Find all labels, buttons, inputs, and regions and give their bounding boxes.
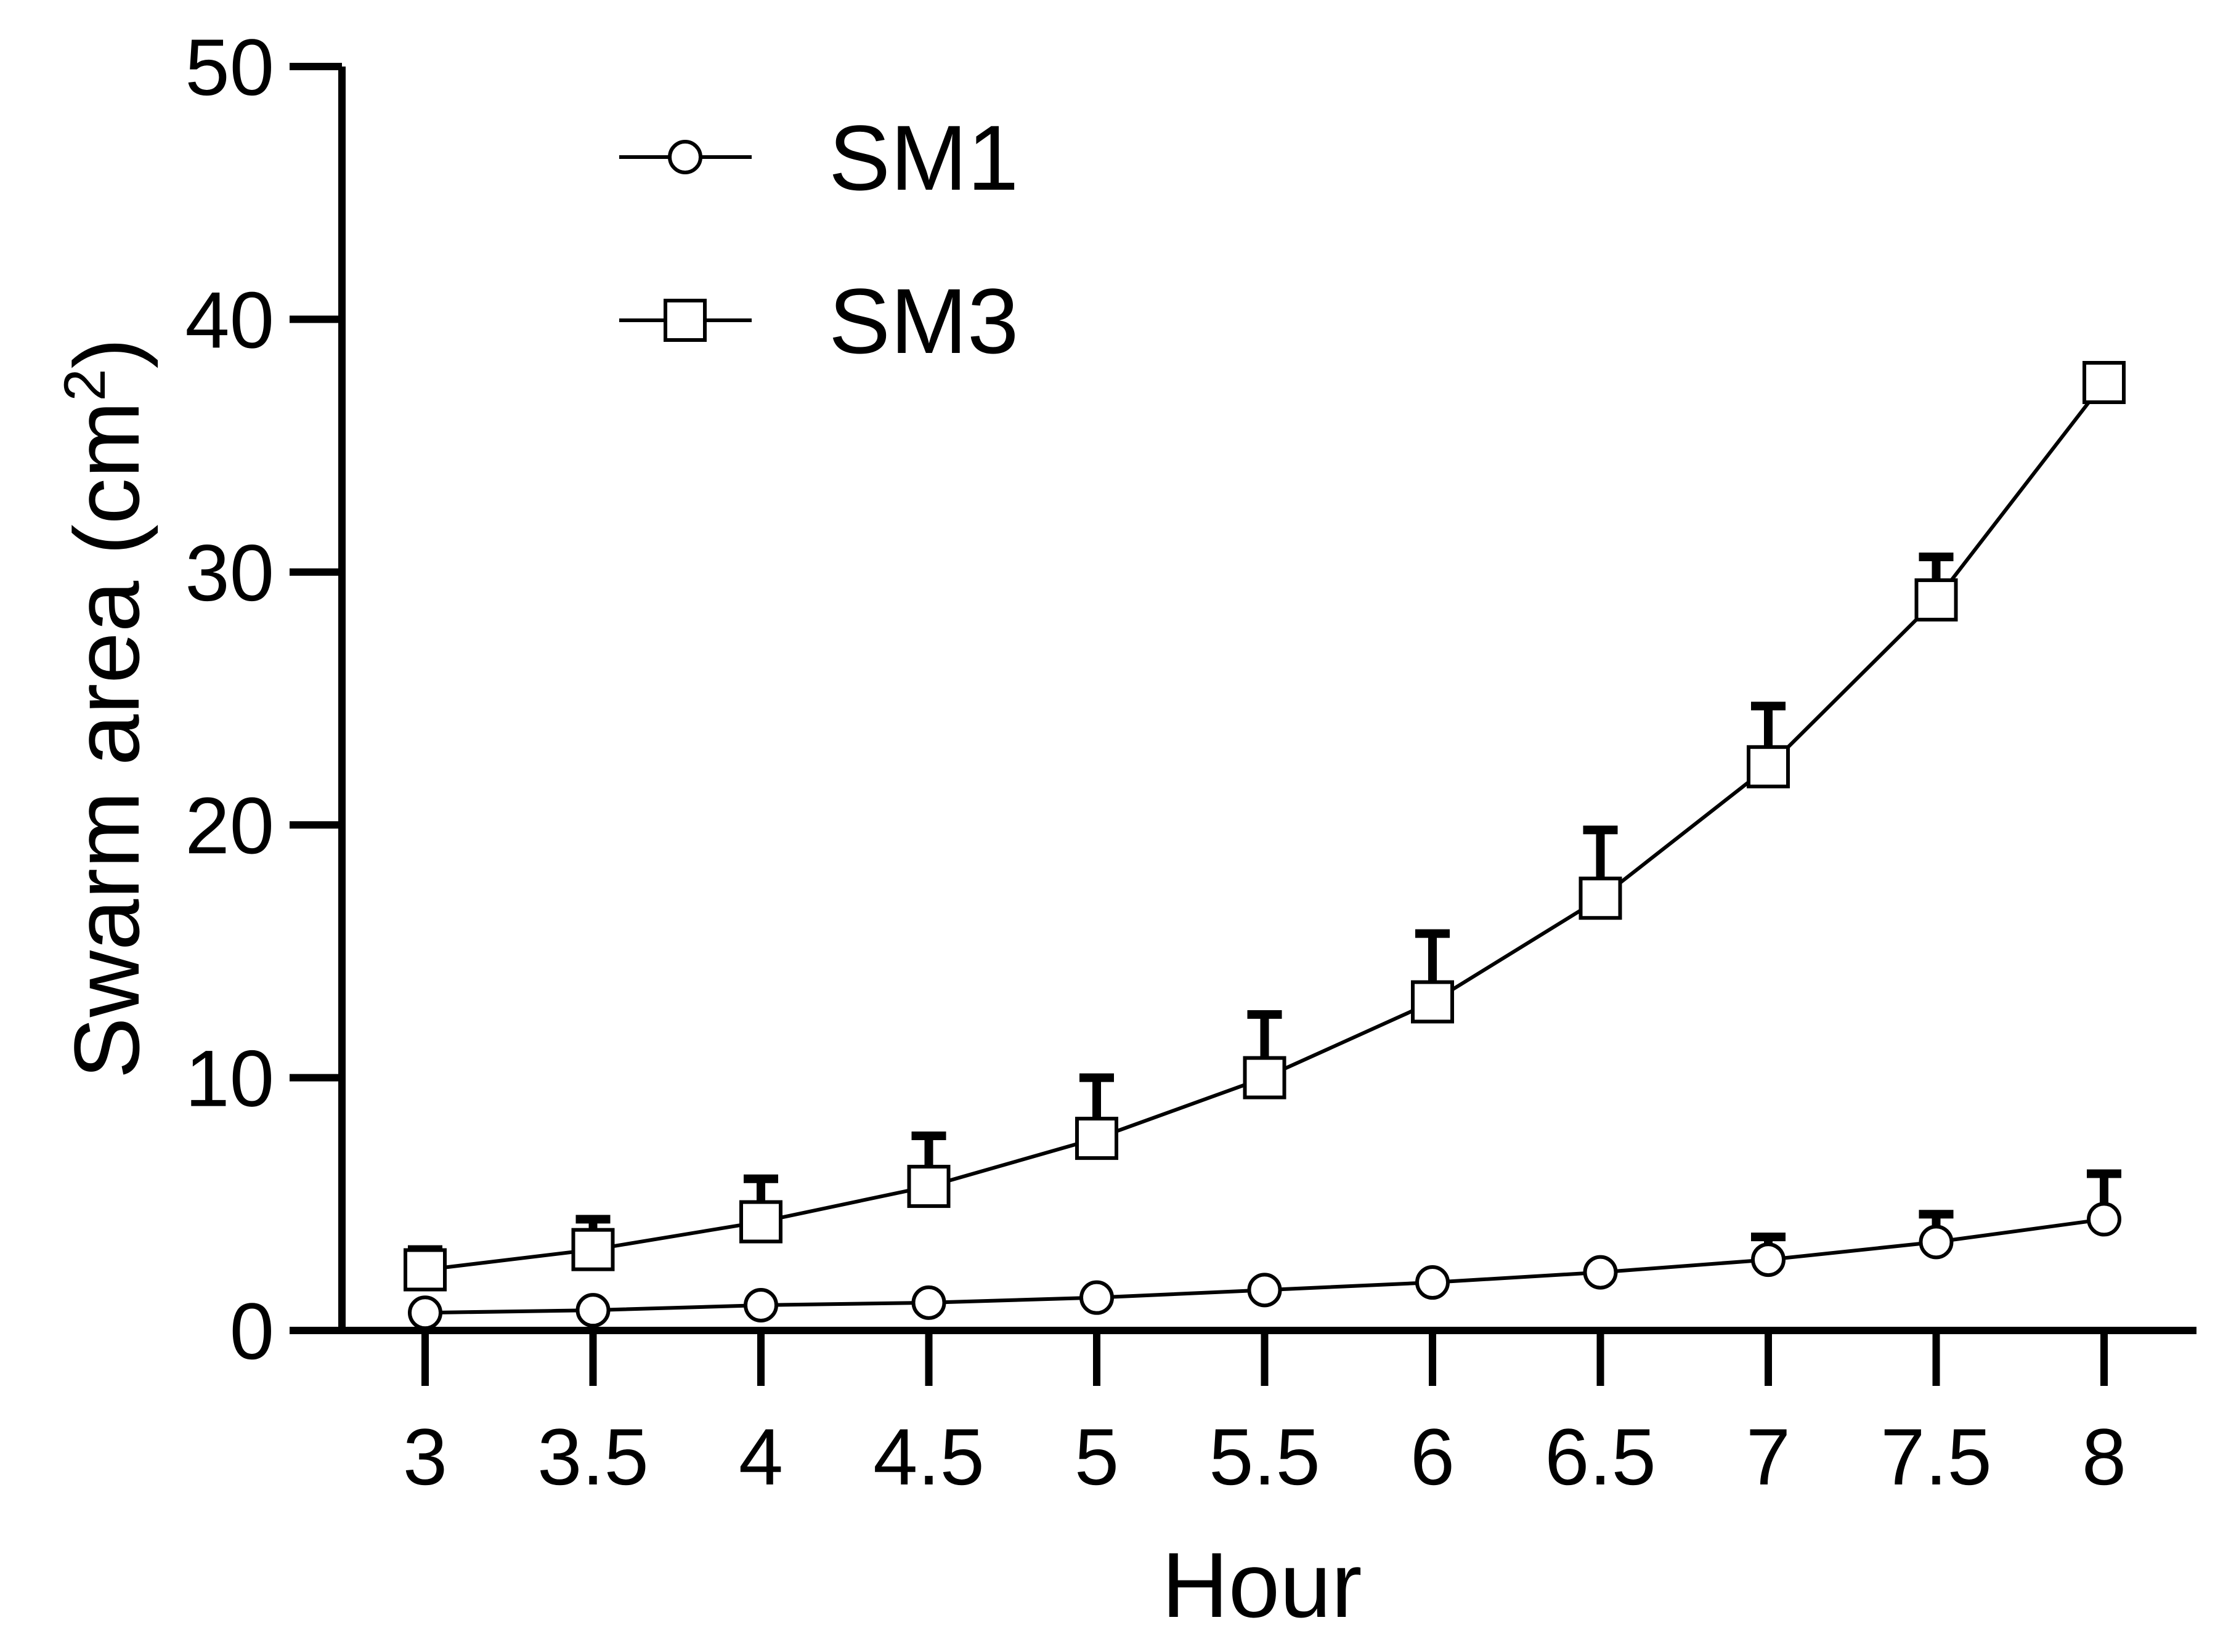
x-tick-label: 5 [1075, 1412, 1119, 1502]
series-layer [404, 361, 2126, 1330]
y-axis-ticks: 0 10 20 30 40 50 [185, 22, 342, 1376]
y-tick-label: 40 [185, 275, 274, 365]
x-tick-label: 7 [1746, 1412, 1790, 1502]
data-point-circle [575, 1293, 611, 1328]
x-tick-label: 7.5 [1880, 1412, 1992, 1502]
series-sm1 [408, 1169, 2121, 1330]
data-point-square [907, 1165, 951, 1209]
data-point-square [1075, 1117, 1118, 1160]
data-point-circle [744, 1287, 778, 1322]
data-point-circle [911, 1285, 946, 1320]
y-axis-title-main: Swarm area (cm [55, 401, 158, 1079]
data-point-square [404, 1248, 447, 1292]
data-point-square [1747, 745, 1790, 788]
legend-label: SM3 [829, 269, 1018, 373]
x-tick-label: 6 [1410, 1412, 1455, 1502]
data-point-circle [1415, 1265, 1450, 1300]
data-point-square [1579, 877, 1622, 920]
data-point-circle [1751, 1242, 1786, 1277]
legend-marker-circle [668, 140, 702, 174]
data-point-square [1411, 980, 1454, 1024]
x-tick-label: 4.5 [873, 1412, 985, 1502]
data-point-square [571, 1228, 615, 1271]
y-tick-label: 0 [230, 1286, 274, 1376]
data-point-circle [2087, 1202, 2121, 1237]
x-tick-label: 5.5 [1209, 1412, 1320, 1502]
data-point-circle [1919, 1225, 1954, 1260]
legend-item-sm1: SM1 [619, 106, 1018, 209]
y-tick-label: 30 [185, 528, 274, 618]
series-sm3 [404, 361, 2126, 1292]
y-axis-title: Swarm area (cm2) [52, 338, 158, 1079]
x-tick-label: 6.5 [1545, 1412, 1656, 1502]
data-point-square [739, 1200, 782, 1244]
x-tick-label: 8 [2082, 1412, 2126, 1502]
data-point-circle [1247, 1273, 1282, 1308]
x-tick-label: 3.5 [537, 1412, 649, 1502]
y-axis-title-superscript: 2 [52, 368, 118, 401]
legend-marker-square [664, 299, 707, 342]
series-line [425, 381, 2106, 1272]
x-axis-title: Hour [1161, 1533, 1362, 1637]
data-point-square [1243, 1056, 1286, 1099]
x-tick-label: 3 [403, 1412, 447, 1502]
data-point-square [2083, 361, 2126, 404]
y-axis-title-suffix: ) [55, 338, 158, 369]
y-tick-label: 20 [185, 780, 274, 870]
data-point-circle [408, 1295, 442, 1330]
legend: SM1 SM3 [619, 106, 1018, 373]
y-tick-label: 10 [185, 1034, 274, 1124]
data-point-circle [1079, 1280, 1114, 1315]
legend-label: SM1 [829, 106, 1018, 209]
x-axis-ticks: 3 3.5 4 4.5 5 5.5 6 6.5 7 7.5 8 [403, 1330, 2126, 1502]
x-tick-label: 4 [739, 1412, 783, 1502]
y-tick-label: 50 [185, 22, 274, 112]
legend-item-sm3: SM3 [619, 269, 1018, 373]
data-point-circle [1583, 1255, 1618, 1290]
axes [290, 67, 2196, 1334]
data-point-square [1914, 578, 1958, 622]
